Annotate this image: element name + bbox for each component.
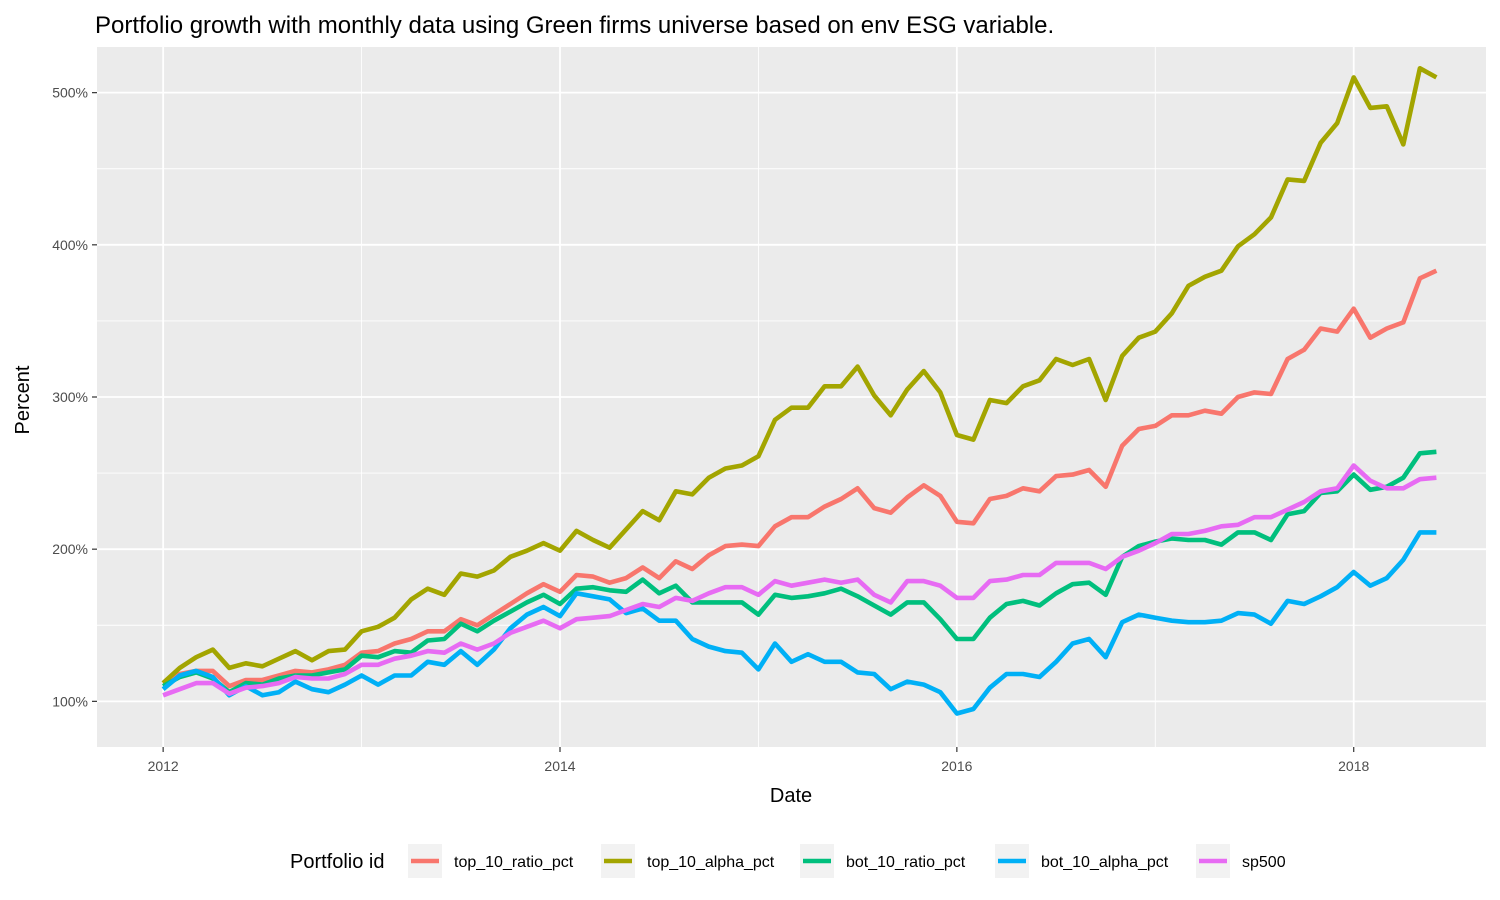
- y-axis: 100% 200% 300% 400% 500%: [52, 85, 97, 709]
- series-line-top_10_ratio_pct: [161, 268, 1438, 689]
- x-axis: 2012 2014 2016 2018: [148, 747, 1369, 774]
- x-tick-label: 2014: [544, 758, 575, 774]
- legend-label-bot_10_alpha_pct: bot_10_alpha_pct: [1041, 854, 1169, 871]
- y-tick-label: 100%: [52, 693, 88, 709]
- y-tick-label: 300%: [52, 389, 88, 405]
- x-tick-label: 2018: [1338, 758, 1369, 774]
- chart-title: Portfolio growth with monthly data using…: [95, 12, 1054, 39]
- legend-label-bot_10_ratio_pct: bot_10_ratio_pct: [846, 854, 966, 871]
- legend-title: Portfolio id: [290, 851, 385, 873]
- series-line-bot_10_ratio_pct: [161, 449, 1437, 695]
- legend-label-top_10_alpha_pct: top_10_alpha_pct: [647, 854, 775, 871]
- x-tick-label: 2012: [148, 758, 179, 774]
- y-axis-title: Percent: [12, 365, 34, 434]
- series-lines: [161, 66, 1438, 716]
- x-axis-title: Date: [770, 785, 812, 807]
- series-line-sp500: [162, 463, 1437, 698]
- legend: Portfolio id top_10_ratio_pct top_10_alph…: [290, 844, 1286, 878]
- major-gridlines: [97, 47, 1486, 747]
- series-line-bot_10_alpha_pct: [161, 530, 1437, 716]
- y-tick-label: 400%: [52, 237, 88, 253]
- legend-label-sp500: sp500: [1242, 854, 1286, 871]
- series-line-top_10_alpha_pct: [161, 66, 1438, 685]
- x-tick-label: 2016: [941, 758, 972, 774]
- legend-label-top_10_ratio_pct: top_10_ratio_pct: [454, 854, 574, 871]
- y-tick-label: 200%: [52, 541, 88, 557]
- y-tick-label: 500%: [52, 85, 88, 101]
